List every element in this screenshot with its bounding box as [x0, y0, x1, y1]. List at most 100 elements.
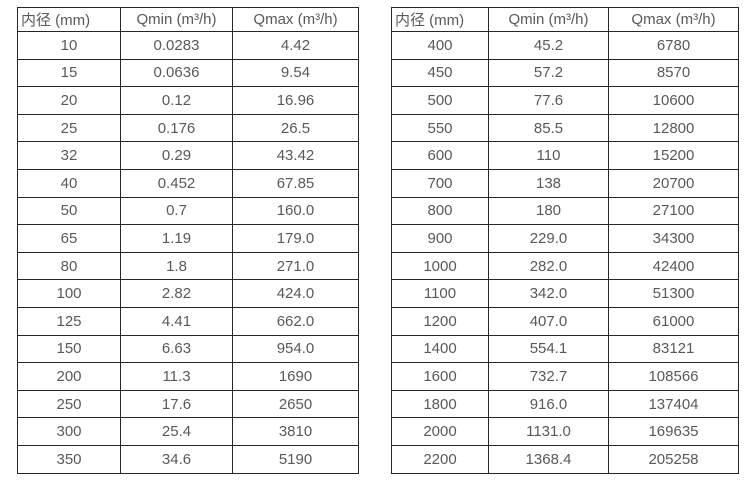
table-cell-1: 4.41 — [120, 306, 233, 336]
table-row: 900 229.0 34300 — [391, 224, 739, 253]
table-cell-0: 600 — [391, 141, 489, 170]
table-cell-0: 250 — [17, 389, 121, 419]
table-row: 125 4.41 662.0 — [17, 306, 359, 336]
table-cell-1: 57.2 — [488, 58, 609, 88]
table-header-row: 内径 (mm) Qmin (m³/h) Qmax (m³/h) — [17, 7, 359, 32]
table-cell-0: 65 — [17, 224, 121, 253]
table-row: 1200 407.0 61000 — [391, 306, 739, 336]
header-cell-0: 内径 (mm) — [391, 7, 489, 32]
table-cell-0: 20 — [17, 86, 121, 115]
table-cell-2: 169635 — [608, 417, 739, 446]
table-row: 200 11.3 1690 — [17, 362, 359, 391]
table-cell-0: 150 — [17, 334, 121, 364]
table-row: 100 2.82 424.0 — [17, 279, 359, 308]
table-cell-2: 51300 — [608, 279, 739, 308]
header-row: 内径 (mm) Qmin (m³/h) Qmax (m³/h) — [391, 7, 739, 32]
table-cell-0: 2000 — [391, 417, 489, 446]
table-cell-2: 5190 — [232, 444, 359, 474]
table-cell-1: 110 — [488, 141, 609, 170]
table-cell-0: 25 — [17, 113, 121, 143]
table-row: 1600 732.7 108566 — [391, 362, 739, 391]
header-cell-1: Qmin (m³/h) — [488, 7, 609, 32]
table-cell-0: 80 — [17, 251, 121, 281]
table-cell-0: 40 — [17, 168, 121, 198]
table-row: 1400 554.1 83121 — [391, 334, 739, 364]
table-cell-2: 2650 — [232, 389, 359, 419]
table-cell-2: 43.42 — [232, 141, 359, 170]
table-row: 2000 1131.0 169635 — [391, 417, 739, 446]
table-cell-0: 100 — [17, 279, 121, 308]
table-cell-2: 137404 — [608, 389, 739, 419]
header-cell-2: Qmax (m³/h) — [608, 7, 739, 32]
table-row: 350 34.6 5190 — [17, 444, 359, 474]
table-cell-1: 0.29 — [120, 141, 233, 170]
table-cell-0: 1000 — [391, 251, 489, 281]
table-cell-2: 42400 — [608, 251, 739, 281]
table-row: 80 1.8 271.0 — [17, 251, 359, 281]
table-cell-0: 1800 — [391, 389, 489, 419]
table-cell-1: 0.176 — [120, 113, 233, 143]
table-header-row: 内径 (mm) Qmin (m³/h) Qmax (m³/h) — [391, 7, 739, 32]
table-row: 10 0.0283 4.42 — [17, 31, 359, 60]
table-row: 300 25.4 3810 — [17, 417, 359, 446]
table-row: 40 0.452 67.85 — [17, 168, 359, 198]
table-cell-2: 205258 — [608, 444, 739, 474]
table-cell-2: 34300 — [608, 224, 739, 253]
table-cell-2: 61000 — [608, 306, 739, 336]
flow-spec-tables-page: 内径 (mm) Qmin (m³/h) Qmax (m³/h) 10 0.0283 4.… — [17, 7, 739, 474]
table-cell-0: 500 — [391, 86, 489, 115]
table-cell-2: 1690 — [232, 362, 359, 391]
table-cell-1: 1.8 — [120, 251, 233, 281]
table-cell-2: 15200 — [608, 141, 739, 170]
table-row: 65 1.19 179.0 — [17, 224, 359, 253]
header-cell-2: Qmax (m³/h) — [232, 7, 359, 32]
table-cell-1: 554.1 — [488, 334, 609, 364]
table-cell-2: 662.0 — [232, 306, 359, 336]
table-cell-1: 1368.4 — [488, 444, 609, 474]
table-cell-1: 916.0 — [488, 389, 609, 419]
table-cell-0: 450 — [391, 58, 489, 88]
table-row: 1100 342.0 51300 — [391, 279, 739, 308]
table-row: 15 0.0636 9.54 — [17, 58, 359, 88]
table-cell-1: 282.0 — [488, 251, 609, 281]
table-row: 2200 1368.4 205258 — [391, 444, 739, 474]
table-cell-1: 77.6 — [488, 86, 609, 115]
header-cell-0: 内径 (mm) — [17, 7, 121, 32]
table-cell-1: 2.82 — [120, 279, 233, 308]
table-cell-2: 83121 — [608, 334, 739, 364]
table-cell-1: 342.0 — [488, 279, 609, 308]
table-cell-2: 179.0 — [232, 224, 359, 253]
table-cell-0: 700 — [391, 168, 489, 198]
table-cell-1: 6.63 — [120, 334, 233, 364]
table-cell-1: 34.6 — [120, 444, 233, 474]
table-row: 550 85.5 12800 — [391, 113, 739, 143]
table-cell-2: 10600 — [608, 86, 739, 115]
table-cell-2: 20700 — [608, 168, 739, 198]
table-cell-0: 1100 — [391, 279, 489, 308]
table-cell-1: 0.7 — [120, 196, 233, 226]
table-cell-0: 900 — [391, 224, 489, 253]
table-row: 450 57.2 8570 — [391, 58, 739, 88]
table-cell-1: 0.0636 — [120, 58, 233, 88]
table-cell-1: 25.4 — [120, 417, 233, 446]
table-cell-0: 400 — [391, 31, 489, 60]
table-cell-2: 6780 — [608, 31, 739, 60]
table-cell-2: 4.42 — [232, 31, 359, 60]
table-row: 800 180 27100 — [391, 196, 739, 226]
table-cell-2: 3810 — [232, 417, 359, 446]
table-row: 1000 282.0 42400 — [391, 251, 739, 281]
table-cell-2: 160.0 — [232, 196, 359, 226]
table-cell-1: 732.7 — [488, 362, 609, 391]
table-cell-2: 8570 — [608, 58, 739, 88]
table-cell-2: 26.5 — [232, 113, 359, 143]
table-cell-1: 11.3 — [120, 362, 233, 391]
table-cell-1: 1.19 — [120, 224, 233, 253]
table-cell-2: 271.0 — [232, 251, 359, 281]
table-cell-1: 85.5 — [488, 113, 609, 143]
table-row: 500 77.6 10600 — [391, 86, 739, 115]
table-row: 150 6.63 954.0 — [17, 334, 359, 364]
table-cell-1: 17.6 — [120, 389, 233, 419]
table-row: 600 110 15200 — [391, 141, 739, 170]
table-cell-0: 15 — [17, 58, 121, 88]
table-row: 250 17.6 2650 — [17, 389, 359, 419]
